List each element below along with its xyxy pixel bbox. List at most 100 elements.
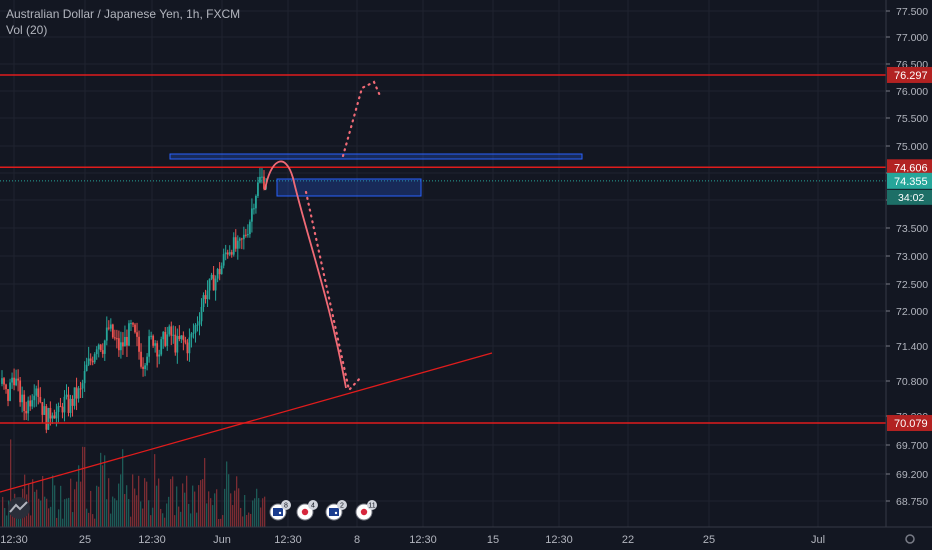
candle-body	[130, 323, 132, 325]
candle-body	[15, 378, 18, 386]
candle-body	[21, 394, 24, 403]
event-badge[interactable]: 2	[325, 500, 347, 521]
candle-body	[186, 342, 189, 354]
volume-bar	[88, 512, 90, 527]
candle-body	[224, 252, 227, 255]
volume-bar	[70, 478, 72, 527]
candle-body	[63, 396, 66, 413]
candle-body	[259, 176, 261, 183]
candle-body	[120, 342, 122, 351]
candle-body	[101, 350, 104, 354]
volume-bar	[80, 481, 82, 527]
badge-count-bubble	[367, 500, 377, 510]
candle-body	[49, 407, 52, 419]
candle-body	[71, 398, 74, 406]
badge-count-bubble	[281, 500, 291, 510]
symbol-title[interactable]: Australian Dollar / Japanese Yen, 1h, FX…	[6, 7, 241, 21]
event-badges: 8 4 2 11	[269, 500, 377, 521]
volume-bar	[182, 483, 184, 527]
chart-legend: Australian Dollar / Japanese Yen, 1h, FX…	[6, 6, 240, 38]
time-tick-label: 12:30	[138, 534, 166, 546]
volume-bar	[252, 500, 254, 527]
candle-body	[29, 400, 32, 407]
candle-body	[3, 378, 5, 385]
volume-bar	[122, 449, 124, 527]
candle-body	[150, 335, 153, 337]
price-tick-label: 73.500	[896, 223, 928, 235]
candle-body	[107, 327, 110, 329]
candle-body	[69, 398, 72, 413]
candle-body	[45, 406, 48, 430]
volume-bar	[140, 501, 142, 527]
volume-bar	[104, 455, 106, 527]
volume-bar	[42, 476, 44, 527]
volume-bar	[244, 495, 246, 527]
candle-body	[57, 406, 60, 412]
volume-bar	[108, 478, 110, 527]
candle-body	[19, 380, 22, 403]
candle-body	[253, 208, 255, 210]
event-badge[interactable]: 4	[296, 500, 318, 521]
candle-body	[23, 394, 26, 411]
volume-bar	[66, 498, 68, 527]
volume-bar	[112, 496, 114, 527]
volume-bar	[146, 481, 148, 527]
volume-bar	[216, 489, 218, 527]
flag-field	[329, 508, 339, 516]
candle-body	[75, 387, 78, 399]
volume-bar	[150, 515, 152, 527]
volume-bar	[142, 508, 144, 527]
flag-field	[273, 508, 283, 516]
volume-bar	[98, 486, 100, 527]
gear-icon[interactable]	[905, 534, 915, 544]
candle-body	[182, 335, 185, 341]
supply-zone	[169, 153, 583, 160]
candle-body	[87, 358, 90, 365]
tradingview-logo-icon[interactable]	[6, 497, 32, 519]
event-badge[interactable]: 11	[355, 500, 377, 521]
time-tick-label: 25	[703, 534, 715, 546]
volume-bar	[144, 478, 146, 527]
volume-bar	[54, 485, 56, 527]
volume-bar	[152, 507, 154, 527]
candle-body	[244, 234, 247, 236]
volume-bar	[94, 518, 96, 527]
candle-body	[111, 324, 114, 338]
badge-count-bubble	[337, 500, 347, 510]
time-tick-label: Jul	[811, 534, 825, 546]
candle-body	[109, 324, 112, 329]
volume-indicator-label[interactable]: Vol (20)	[6, 23, 48, 37]
candle-body	[37, 388, 40, 397]
volume-bar	[32, 479, 34, 527]
volume-bar	[18, 513, 20, 527]
event-badge[interactable]: 8	[269, 500, 291, 521]
candle-body	[81, 383, 84, 389]
candle-body	[43, 406, 46, 415]
volume-bar	[126, 485, 128, 527]
candle-body	[31, 400, 34, 407]
volume-bar	[10, 439, 12, 527]
volume-bar	[190, 513, 192, 527]
candle-body	[47, 407, 50, 430]
candle-body	[212, 274, 215, 291]
candle-body	[77, 388, 80, 399]
volume-bar	[12, 508, 14, 527]
volume-bar	[236, 476, 238, 527]
badge-count: 4	[311, 503, 315, 510]
candle-body	[218, 269, 221, 275]
candle-body	[263, 176, 265, 189]
volume-bars	[2, 439, 266, 527]
volume-bar	[162, 513, 164, 527]
candle-body	[178, 335, 181, 340]
level-label-box	[887, 415, 932, 432]
price-tick-label: 75.000	[896, 141, 928, 153]
candle-body	[184, 340, 187, 343]
candle-body	[61, 406, 64, 413]
volume-bar	[260, 507, 262, 527]
current-price-label: 74.355	[894, 176, 928, 188]
candle-body	[65, 394, 68, 397]
price-tick-label: 69.700	[896, 440, 928, 452]
volume-bar	[40, 500, 42, 527]
time-tick-label: 8	[354, 534, 360, 546]
